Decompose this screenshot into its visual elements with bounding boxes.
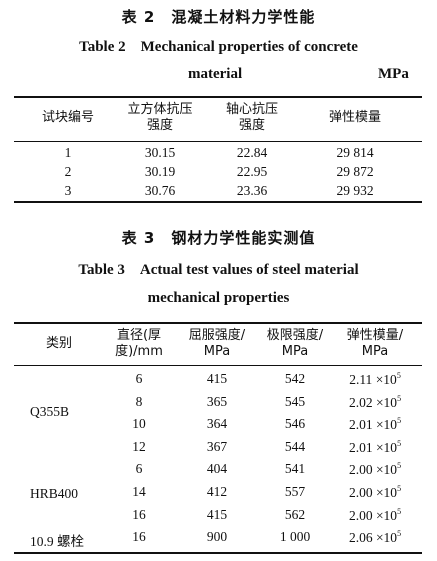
table3-cell: 546 (284, 416, 306, 431)
table3-header-modulus: 弹性模量/ MPa (346, 328, 404, 359)
table2-cell: 29 814 (336, 145, 374, 160)
table3-header-diameter: 直径(厚 度)/mm (115, 328, 163, 359)
table3-cell: 6 (135, 371, 143, 386)
table2-cell: 3 (64, 183, 72, 198)
modulus-mantissa: 2.11 (349, 372, 373, 387)
table3-cell: 562 (284, 507, 306, 522)
modulus-exponent: 5 (397, 529, 402, 538)
table2-cell: 23.36 (236, 183, 268, 198)
table2-header-axial-strength: 轴心抗压 强度 (225, 102, 278, 133)
modulus-times-ten: ×10 (372, 485, 398, 500)
modulus-times-ten: ×10 (372, 372, 397, 387)
modulus-mantissa: 2.00 (348, 485, 373, 500)
modulus-mantissa: 2.02 (348, 395, 373, 410)
table3-cell: 12 (132, 439, 146, 454)
table3-caption-cn: 表 3 钢材力学性能实测值 (121, 229, 316, 247)
table3-cell: 557 (284, 484, 306, 499)
table2-cell: 29 932 (336, 183, 374, 198)
modulus-exponent: 5 (397, 484, 402, 493)
table3-modulus-cell: 2.11 ×105 (334, 371, 416, 388)
table3-cell: 415 (206, 371, 228, 386)
modulus-exponent: 5 (397, 394, 402, 403)
modulus-exponent: 5 (397, 439, 402, 448)
table3-cell: 542 (284, 371, 306, 386)
modulus-exponent: 5 (397, 416, 402, 425)
table3-cell: 544 (284, 439, 306, 454)
table2-cell: 2 (64, 164, 72, 179)
modulus-exponent: 5 (396, 371, 401, 380)
modulus-exponent: 5 (397, 461, 402, 470)
table3-header-category: 类别 (45, 336, 72, 351)
table3-header-yield: 屈服强度/ MPa (188, 328, 246, 359)
table3-cell: 1 000 (279, 529, 311, 544)
table3-cell: 545 (284, 394, 306, 409)
table3-cell: 16 (132, 529, 146, 544)
table3-modulus-cell: 2.00 ×105 (334, 484, 416, 501)
table2-caption-cn: 表 2 混凝土材料力学性能 (121, 8, 316, 26)
modulus-mantissa: 2.00 (348, 462, 373, 477)
table2-top-rule (14, 96, 422, 98)
table2-cell: 29 872 (336, 164, 374, 179)
modulus-mantissa: 2.01 (348, 440, 373, 455)
modulus-exponent: 5 (397, 507, 402, 516)
table2-header-specimen: 试块编号 (41, 110, 94, 125)
table2-header-rule (14, 141, 422, 142)
table3-cell: 367 (206, 439, 228, 454)
modulus-times-ten: ×10 (372, 530, 398, 545)
table2-header-modulus: 弹性模量 (328, 110, 381, 125)
table2-bottom-rule (14, 201, 422, 203)
table2-cell: 30.19 (144, 164, 176, 179)
table3-bottom-rule (14, 552, 422, 554)
table3-cell: 14 (132, 484, 146, 499)
table3-header-ultimate: 极限强度/ MPa (266, 328, 324, 359)
table3-caption-en-line1: Table 3 Actual test values of steel mate… (78, 262, 359, 278)
table2-cell: 30.15 (144, 145, 176, 160)
table3-group-q355b: Q355B (30, 404, 70, 419)
table3-cell: 541 (284, 461, 306, 476)
modulus-times-ten: ×10 (372, 440, 398, 455)
table2-cell: 22.84 (236, 145, 268, 160)
modulus-times-ten: ×10 (372, 462, 398, 477)
table3-cell: 16 (132, 507, 146, 522)
table3-modulus-cell: 2.01 ×105 (334, 416, 416, 433)
table2-cell: 30.76 (144, 183, 176, 198)
modulus-mantissa: 2.06 (348, 530, 373, 545)
table3-group-hrb400: HRB400 (30, 486, 79, 501)
table2-cell: 1 (64, 145, 72, 160)
table2-caption-en-line2: material (188, 66, 243, 82)
table2-unit: MPa (378, 66, 409, 82)
modulus-mantissa: 2.01 (348, 417, 373, 432)
table3-cell: 900 (206, 529, 228, 544)
table3-cell: 8 (135, 394, 143, 409)
table2-cell: 22.95 (236, 164, 268, 179)
table3-cell: 404 (206, 461, 228, 476)
table3-header-rule (14, 365, 422, 366)
table3-cell: 415 (206, 507, 228, 522)
table3-top-rule (14, 322, 422, 324)
modulus-mantissa: 2.00 (348, 508, 373, 523)
table3-modulus-cell: 2.02 ×105 (334, 394, 416, 411)
table3-cell: 10 (132, 416, 146, 431)
modulus-times-ten: ×10 (372, 395, 398, 410)
modulus-times-ten: ×10 (372, 508, 398, 523)
table3-modulus-cell: 2.01 ×105 (334, 439, 416, 456)
table2-header-cube-strength: 立方体抗压 强度 (127, 102, 193, 133)
table3-cell: 6 (135, 461, 143, 476)
table3-modulus-cell: 2.00 ×105 (334, 461, 416, 478)
table3-cell: 364 (206, 416, 228, 431)
table3-cell: 412 (206, 484, 228, 499)
table2-caption-en-line1: Table 2 Mechanical properties of concret… (79, 39, 358, 55)
table3-cell: 365 (206, 394, 228, 409)
table3-caption-en-line2: mechanical properties (147, 290, 290, 306)
table3-group-bolt: 10.9 螺栓 (30, 534, 84, 549)
modulus-times-ten: ×10 (372, 417, 398, 432)
table3-modulus-cell: 2.06 ×105 (334, 529, 416, 546)
table3-modulus-cell: 2.00 ×105 (334, 507, 416, 524)
